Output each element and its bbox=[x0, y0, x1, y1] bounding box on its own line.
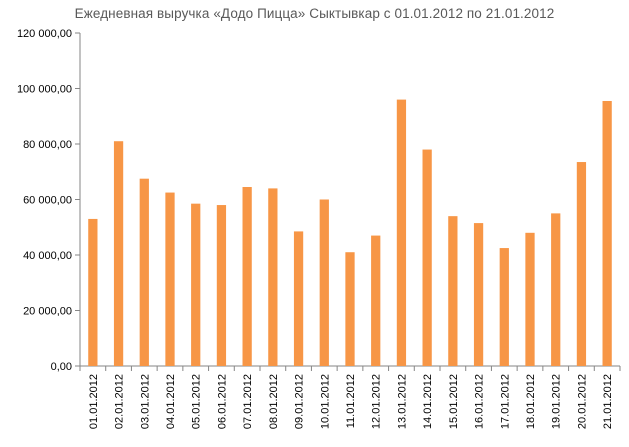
bar-03.01.2012 bbox=[139, 178, 149, 366]
bar-19.01.2012 bbox=[551, 213, 561, 367]
bar-16.01.2012 bbox=[473, 223, 484, 366]
x-tick-label: 06.01.2012 bbox=[216, 374, 228, 429]
bar-11.01.2012 bbox=[345, 252, 355, 366]
x-tick-label: 04.01.2012 bbox=[165, 374, 177, 429]
chart-title: Ежедневная выручка «Додо Пицца» Сыктывка… bbox=[74, 6, 555, 21]
bar-15.01.2012 bbox=[448, 216, 458, 366]
bar-06.01.2012 bbox=[216, 205, 227, 366]
x-tick-label: 13.01.2012 bbox=[396, 374, 408, 429]
bar-04.01.2012 bbox=[165, 192, 175, 366]
x-tick-label: 17.01.2012 bbox=[499, 374, 511, 429]
bar-01.01.2012 bbox=[88, 218, 98, 366]
x-tick-label: 09.01.2012 bbox=[294, 374, 306, 429]
x-tick-label: 12.01.2012 bbox=[371, 374, 383, 429]
bar-13.01.2012 bbox=[396, 99, 407, 366]
x-tick-label: 11.01.2012 bbox=[345, 374, 357, 428]
x-tick-label: 16.01.2012 bbox=[474, 374, 486, 429]
y-tick-label: 120 000,00 bbox=[17, 28, 72, 40]
x-tick-label: 15.01.2012 bbox=[448, 374, 460, 429]
bar-10.01.2012 bbox=[319, 199, 329, 366]
y-tick-label: 20 000,00 bbox=[23, 306, 72, 318]
y-tick-label: 40 000,00 bbox=[23, 250, 72, 262]
y-tick-labels: 0,00 20 000,00 40 000,00 60 000,00 80 000,00… bbox=[17, 28, 72, 373]
x-tick-label: 21.01.2012 bbox=[602, 374, 614, 429]
y-tick-label: 60 000,00 bbox=[23, 195, 72, 207]
x-tick-label: 05.01.2012 bbox=[191, 374, 203, 429]
x-tick-label: 19.01.2012 bbox=[551, 374, 563, 429]
bar-02.01.2012 bbox=[113, 141, 124, 366]
bars bbox=[88, 99, 612, 367]
bar-12.01.2012 bbox=[371, 235, 381, 366]
bar-20.01.2012 bbox=[576, 162, 587, 366]
bar-05.01.2012 bbox=[191, 203, 201, 366]
x-tick-label: 03.01.2012 bbox=[139, 374, 151, 429]
bar-21.01.2012 bbox=[602, 100, 612, 367]
x-tick-label: 08.01.2012 bbox=[268, 374, 280, 429]
x-tick-label: 14.01.2012 bbox=[422, 374, 434, 429]
x-tick-label: 01.01.2012 bbox=[88, 374, 100, 429]
x-tick-label: 07.01.2012 bbox=[242, 374, 254, 429]
bar-09.01.2012 bbox=[293, 231, 304, 366]
x-tick-label: 18.01.2012 bbox=[525, 374, 537, 429]
y-tick-label: 0,00 bbox=[51, 361, 72, 373]
bar-17.01.2012 bbox=[499, 248, 509, 366]
bar-18.01.2012 bbox=[525, 232, 535, 366]
x-tick-labels: 01.01.2012 02.01.2012 03.01.2012 04.01.2012… bbox=[88, 374, 614, 429]
x-tick-label: 20.01.2012 bbox=[576, 374, 588, 429]
bar-08.01.2012 bbox=[268, 188, 278, 366]
y-tick-label: 100 000,00 bbox=[17, 84, 72, 96]
x-tick-label: 10.01.2012 bbox=[319, 374, 331, 429]
x-tick-label: 02.01.2012 bbox=[114, 374, 126, 429]
bar-14.01.2012 bbox=[422, 149, 432, 366]
y-tick-label: 80 000,00 bbox=[23, 139, 72, 151]
bar-07.01.2012 bbox=[242, 187, 252, 366]
